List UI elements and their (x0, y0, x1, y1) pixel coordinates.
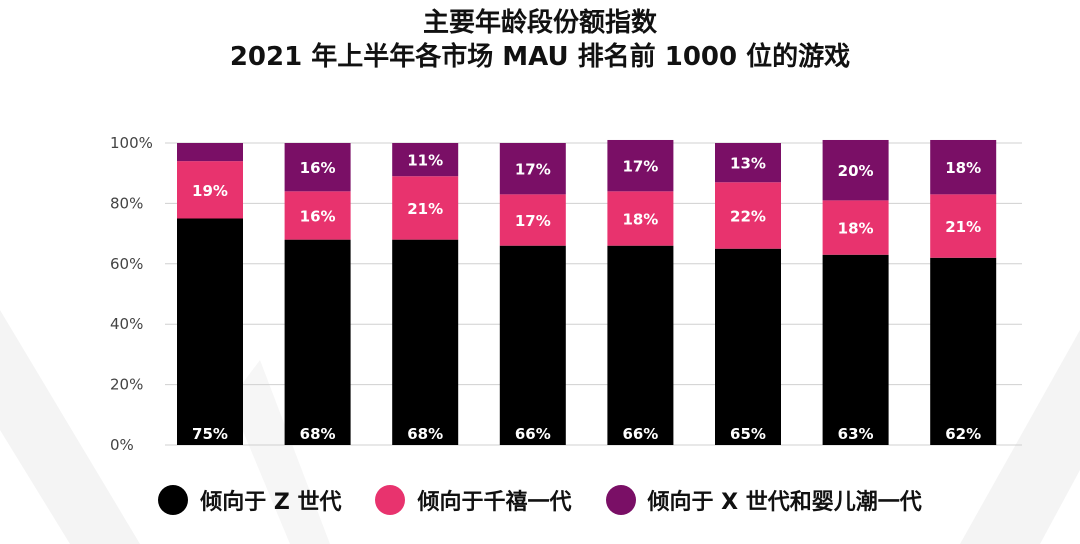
data-label-gen_x_boomers: 11% (407, 152, 443, 170)
data-label-millennials: 21% (407, 200, 443, 218)
legend-item-gen-z: 倾向于 Z 世代 (158, 484, 341, 516)
bar-segment-gen_z (607, 245, 674, 445)
bar-segment-millennials (822, 200, 889, 255)
data-label-gen_z: 75% (192, 425, 228, 443)
bar-segment-gen_x_boomers (392, 143, 459, 177)
bar-segment-gen_z (930, 257, 997, 445)
data-label-gen_x_boomers: 20% (838, 162, 874, 180)
data-label-gen_x_boomers: 17% (622, 158, 658, 176)
legend-label-millennials: 倾向于千禧一代 (417, 490, 572, 515)
legend-item-millennials: 倾向于千禧一代 (375, 484, 572, 516)
bar-segment-gen_x_boomers (177, 143, 243, 162)
bar-segment-gen_z (392, 239, 459, 445)
bar-segment-millennials (607, 191, 674, 246)
data-label-millennials: 22% (730, 207, 766, 225)
data-label-millennials: 21% (945, 218, 981, 236)
legend-swatch-gen-x-boomers (605, 485, 636, 515)
data-label-gen_z: 66% (622, 425, 658, 443)
data-label-millennials: 16% (300, 207, 336, 225)
bar-segment-millennials (499, 194, 566, 246)
data-label-millennials: 19% (192, 182, 228, 200)
chart-legend: 倾向于 Z 世代 倾向于千禧一代 倾向于 X 世代和婴儿潮一代 (0, 484, 1080, 516)
y-tick-label: 100% (110, 134, 153, 152)
data-label-gen_z: 63% (838, 425, 874, 443)
data-label-gen_z: 66% (515, 425, 551, 443)
data-label-gen_z: 62% (945, 425, 981, 443)
y-tick-label: 20% (110, 376, 143, 394)
bar-segment-millennials (930, 194, 997, 258)
bar-segment-millennials (177, 161, 243, 219)
data-label-gen_z: 68% (300, 425, 336, 443)
y-tick-label: 0% (110, 436, 134, 454)
bar-segment-gen_x_boomers (715, 143, 781, 183)
data-label-gen_z: 68% (407, 425, 443, 443)
bar-segment-gen_x_boomers (822, 139, 889, 201)
data-label-millennials: 17% (515, 212, 551, 230)
bar-segment-gen_x_boomers (607, 139, 674, 192)
legend-swatch-gen-z (158, 485, 189, 515)
bar-segment-gen_x_boomers (930, 139, 997, 195)
y-tick-label: 80% (110, 194, 143, 212)
legend-item-gen-x-boomers: 倾向于 X 世代和婴儿潮一代 (605, 484, 922, 516)
bar-segment-gen_z (715, 248, 781, 445)
y-tick-label: 40% (110, 315, 143, 333)
legend-label-gen-x-boomers: 倾向于 X 世代和婴儿潮一代 (647, 490, 922, 515)
data-label-gen_z: 65% (730, 425, 766, 443)
bar-segment-millennials (284, 191, 351, 240)
chart-subtitle: 2021 年上半年各市场 MAU 排名前 1000 位的游戏 (229, 42, 851, 72)
bar-segment-gen_z (284, 239, 351, 445)
bar-segment-gen_x_boomers (284, 143, 351, 192)
data-label-gen_x_boomers: 13% (730, 155, 766, 173)
y-tick-label: 60% (110, 255, 143, 273)
data-label-gen_x_boomers: 16% (300, 159, 336, 177)
bar-segment-millennials (715, 182, 781, 249)
chart-title-block: 主要年龄段份额指数 2021 年上半年各市场 MAU 排名前 1000 位的游戏 (0, 6, 1080, 74)
bar-segment-millennials (392, 176, 459, 240)
legend-swatch-millennials (375, 485, 406, 515)
data-label-gen_x_boomers: 18% (945, 159, 981, 177)
chart-title: 主要年龄段份额指数 (422, 8, 657, 38)
legend-label-gen-z: 倾向于 Z 世代 (200, 490, 342, 515)
bar-segment-gen_z (177, 218, 243, 445)
data-label-gen_x_boomers: 17% (515, 161, 551, 179)
bar-segment-gen_z (822, 254, 889, 445)
bar-segment-gen_x_boomers (499, 143, 566, 195)
data-label-millennials: 18% (622, 211, 658, 229)
bar-segment-gen_z (499, 245, 566, 445)
data-label-millennials: 18% (838, 220, 874, 238)
